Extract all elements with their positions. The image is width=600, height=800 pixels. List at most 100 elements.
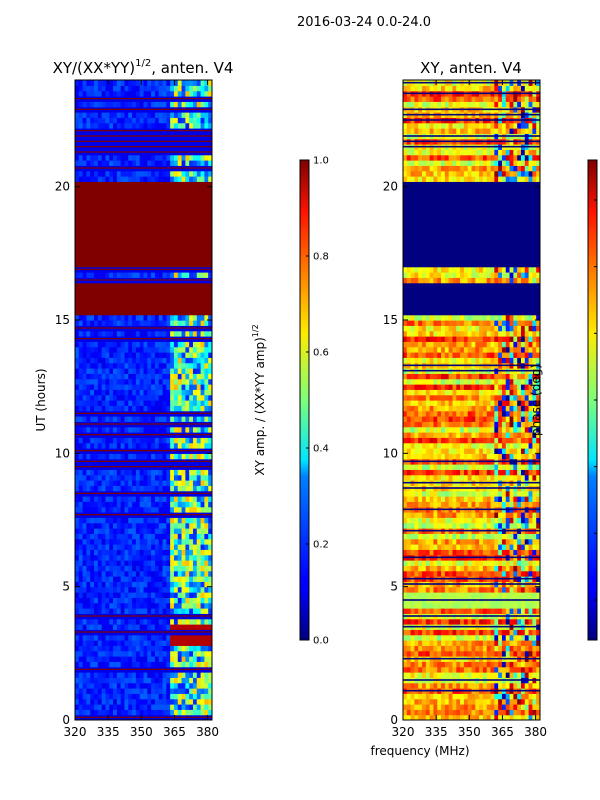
- heatmap-cell: [196, 570, 202, 577]
- heatmap-cell: [441, 661, 446, 668]
- heatmap-cell: [166, 160, 171, 166]
- heatmap-cell: [94, 288, 99, 294]
- heatmap-cell: [177, 218, 183, 225]
- heatmap-cell: [90, 378, 95, 385]
- heatmap-cell: [170, 341, 175, 348]
- heatmap-cell: [94, 586, 99, 593]
- heatmap-cell: [196, 373, 202, 380]
- heatmap-cell: [120, 544, 126, 550]
- heatmap-cell: [166, 112, 171, 118]
- heatmap-cell: [113, 352, 118, 358]
- heatmap-cell: [177, 298, 183, 305]
- heatmap-cell: [143, 330, 148, 337]
- heatmap-cell: [78, 357, 84, 364]
- heatmap-cell: [422, 661, 427, 668]
- y-tick-label: 15: [55, 313, 70, 327]
- heatmap-cell: [132, 309, 137, 316]
- heatmap-cell: [90, 549, 95, 556]
- heatmap-cell: [406, 650, 412, 657]
- heatmap-cell: [498, 666, 503, 673]
- heatmap-cell: [177, 554, 183, 561]
- heatmap-cell: [113, 640, 118, 646]
- heatmap-cell: [139, 522, 145, 529]
- heatmap-cell: [166, 640, 171, 646]
- heatmap-cell: [166, 538, 171, 545]
- heatmap-cell: [501, 661, 507, 668]
- heatmap-cell: [486, 682, 492, 689]
- heatmap-cell: [204, 554, 209, 561]
- heatmap-cell: [82, 309, 88, 316]
- heatmap-cell: [139, 112, 145, 118]
- heatmap-cell: [135, 272, 141, 278]
- heatmap-cell: [120, 368, 126, 374]
- heatmap-cell: [75, 480, 80, 486]
- heatmap-cell: [208, 288, 212, 294]
- heatmap-cell: [120, 122, 126, 129]
- heatmap-cell: [75, 261, 80, 268]
- heatmap-cell: [120, 384, 126, 390]
- heatmap-cell: [151, 416, 156, 422]
- heatmap-cell: [113, 650, 118, 657]
- heatmap-cell: [143, 250, 148, 257]
- heatmap-cell: [501, 714, 507, 720]
- heatmap-cell: [154, 389, 160, 396]
- heatmap-cell: [94, 250, 99, 257]
- heatmap-cell: [433, 704, 438, 710]
- heatmap-cell: [189, 544, 194, 550]
- heatmap-cell: [170, 245, 175, 252]
- heatmap-cell: [97, 682, 103, 689]
- heatmap-cell: [120, 234, 126, 241]
- heatmap-cell: [196, 709, 202, 716]
- heatmap-cell: [189, 416, 194, 422]
- heatmap-cell: [208, 661, 212, 668]
- heatmap-cell: [192, 224, 198, 230]
- heatmap-cell: [192, 533, 198, 540]
- heatmap-cell: [166, 608, 171, 614]
- heatmap-cell: [170, 304, 175, 310]
- heatmap-cell: [196, 517, 202, 524]
- heatmap-cell: [135, 480, 141, 486]
- heatmap-cell: [109, 581, 114, 588]
- heatmap-cell: [208, 437, 212, 444]
- heatmap-cell: [181, 213, 186, 220]
- heatmap-cell: [479, 634, 484, 641]
- heatmap-cell: [113, 426, 118, 433]
- heatmap-cell: [135, 229, 141, 236]
- heatmap-cell: [75, 245, 80, 252]
- heatmap-cell: [139, 581, 145, 588]
- heatmap-cell: [105, 592, 110, 598]
- heatmap-cell: [97, 656, 103, 662]
- heatmap-cell: [158, 250, 164, 257]
- heatmap-cell: [452, 666, 457, 673]
- heatmap-cell: [75, 154, 80, 161]
- heatmap-cell: [204, 506, 209, 513]
- heatmap-cell: [128, 192, 133, 198]
- heatmap-cell: [109, 208, 114, 214]
- heatmap-cell: [94, 453, 99, 460]
- heatmap-cell: [75, 565, 80, 572]
- heatmap-cell: [124, 416, 129, 422]
- heatmap-cell: [113, 624, 118, 630]
- heatmap-cell: [124, 213, 129, 220]
- heatmap-cell: [78, 661, 84, 668]
- heatmap-cell: [410, 682, 416, 689]
- heatmap-cell: [154, 117, 160, 124]
- heatmap-cell: [75, 501, 80, 508]
- heatmap-cell: [185, 405, 190, 412]
- heatmap-cell: [196, 341, 202, 348]
- heatmap-cell: [113, 442, 118, 449]
- heatmap-cell: [166, 624, 171, 630]
- heatmap-cell: [158, 101, 164, 108]
- heatmap-cell: [128, 90, 133, 97]
- heatmap-cell: [113, 320, 118, 326]
- heatmap-cell: [204, 202, 209, 209]
- heatmap-cell: [132, 570, 137, 577]
- heatmap-cell: [162, 645, 167, 652]
- heatmap-cell: [78, 373, 84, 380]
- heatmap-cell: [189, 522, 194, 529]
- heatmap-cell: [147, 122, 152, 129]
- heatmap-cell: [406, 661, 412, 668]
- heatmap-cell: [204, 576, 209, 582]
- heatmap-cell: [192, 677, 198, 684]
- heatmap-cell: [177, 634, 183, 641]
